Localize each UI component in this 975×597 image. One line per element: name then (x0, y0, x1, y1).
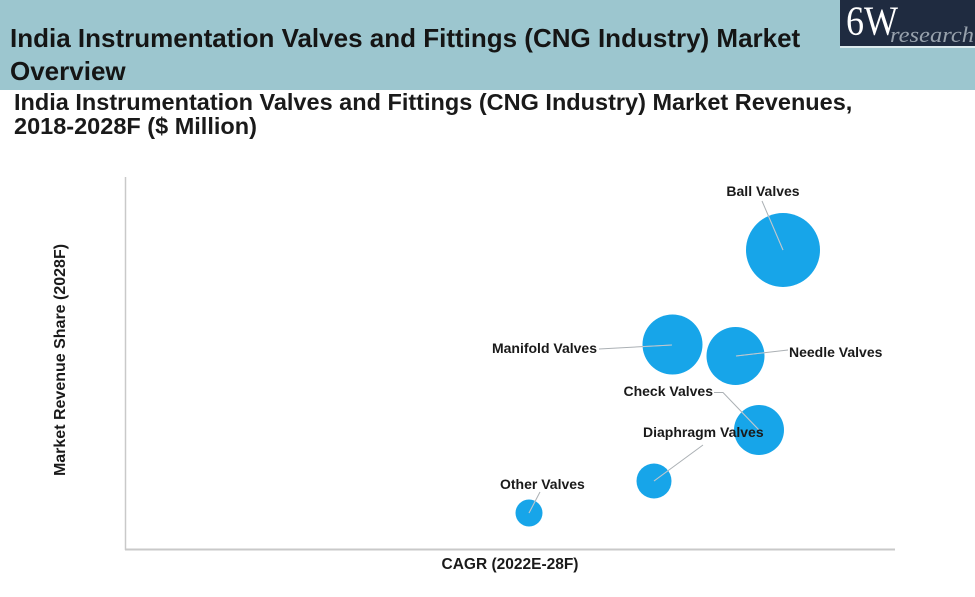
svg-text:Needle Valves: Needle Valves (789, 344, 883, 360)
svg-text:Diaphragm Valves: Diaphragm Valves (643, 424, 764, 440)
svg-text:Other Valves: Other Valves (500, 476, 585, 492)
svg-text:Check Valves: Check Valves (623, 383, 713, 399)
svg-text:Market Revenue Share (2028F): Market Revenue Share (2028F) (52, 244, 69, 476)
svg-text:research: research (890, 22, 974, 47)
svg-text:Ball Valves: Ball Valves (726, 183, 799, 199)
svg-text:CAGR (2022E-28F): CAGR (2022E-28F) (442, 556, 579, 573)
svg-text:Manifold Valves: Manifold Valves (492, 340, 597, 356)
svg-text:6W: 6W (846, 0, 898, 44)
